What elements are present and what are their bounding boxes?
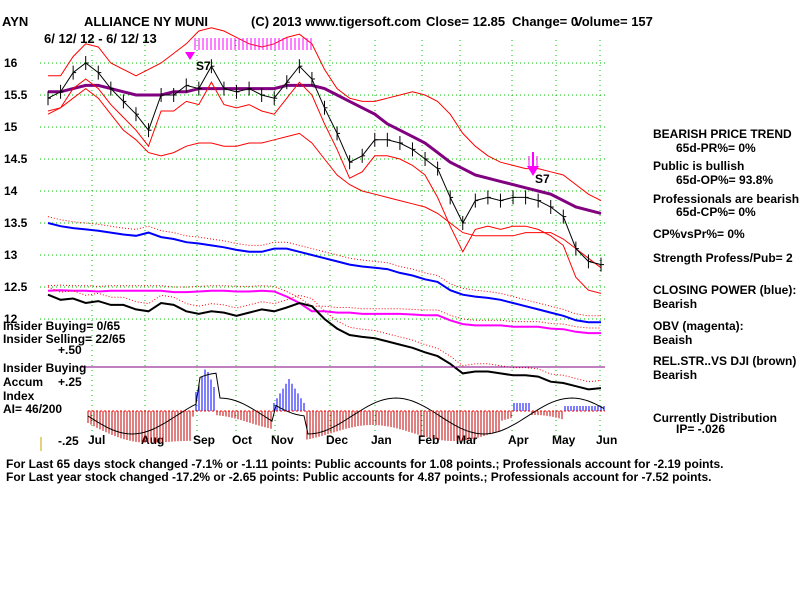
- footer-line-65d: For Last 65 days stock changed -7.1% or …: [6, 457, 724, 471]
- insider-buying-label: Insider Buying: [3, 361, 87, 375]
- public-status: Public is bullish: [653, 159, 745, 173]
- cp-pct: 65d-CP%= 0%: [676, 205, 756, 219]
- x-tick-jan: Jan: [371, 433, 392, 447]
- x-tick-dec: Dec: [326, 433, 348, 447]
- x-tick-apr: Apr: [508, 433, 529, 447]
- insider-buying-count: Insider Buying= 0/65: [3, 319, 121, 333]
- accum-smooth-line: [87, 372, 605, 435]
- y-tick-13: 13: [4, 248, 18, 262]
- x-tick-jun: Jun: [596, 433, 617, 447]
- relstr-label: REL.STR..VS DJI (brown): [653, 354, 797, 368]
- footer-line-year: For Last year stock changed -17.2% or -2…: [6, 470, 712, 484]
- signal-s7-left: S7: [196, 59, 211, 73]
- y-tick-12.5: 12.5: [4, 280, 28, 294]
- sell-arrow-head: [185, 52, 195, 60]
- x-tick-may: May: [552, 433, 576, 447]
- obv-value: Beaish: [653, 333, 693, 347]
- close-value: Close= 12.85: [426, 14, 506, 29]
- x-tick-mar: Mar: [456, 433, 478, 447]
- closing-power-label: CLOSING POWER (blue):: [653, 283, 797, 297]
- moving-average-line: [48, 83, 602, 215]
- cp-vs-pr: CP%vsPr%= 0%: [653, 227, 745, 241]
- index-label: Index: [3, 389, 35, 403]
- closing-power-value: Bearish: [653, 297, 698, 311]
- ip-value: IP= -.026: [676, 422, 726, 436]
- x-tick-aug: Aug: [141, 433, 164, 447]
- closing-power-trend: [47, 216, 601, 317]
- ai-value: AI= 46/200: [3, 402, 63, 416]
- copyright: (C) 2013 www.tigersoft.com: [251, 14, 421, 29]
- obv-line: [47, 289, 601, 335]
- relstr-value: Bearish: [653, 368, 698, 382]
- pros-status: Professionals are bearish: [653, 192, 800, 206]
- upper-band-line: [48, 27, 602, 202]
- x-tick-oct: Oct: [232, 433, 252, 447]
- ticker: AYN: [2, 14, 29, 29]
- y-tick-12: 12: [4, 312, 18, 326]
- volume-value: Volume= 157: [574, 14, 653, 29]
- y-tick-15: 15: [4, 120, 18, 134]
- lower-band-line: [47, 87, 602, 269]
- y-tick-16: 16: [4, 56, 18, 70]
- y-tick-15.5: 15.5: [4, 88, 28, 102]
- trend-title: BEARISH PRICE TREND: [653, 127, 792, 141]
- y-tick-14.5: 14.5: [4, 152, 28, 166]
- date-range: 6/ 12/ 12 - 6/ 12/ 13: [44, 31, 157, 46]
- accum-minus25: -.25: [58, 434, 79, 448]
- distribution-status: Currently Distribution: [653, 411, 778, 425]
- change-value: Change= 0: [512, 14, 579, 29]
- sell-arrow-head-right: [527, 166, 539, 176]
- inner-band-line: [47, 78, 602, 294]
- x-tick-nov: Nov: [271, 433, 294, 447]
- closing-power-line: [47, 222, 601, 324]
- x-tick-jul: Jul: [88, 433, 105, 447]
- y-tick-13.5: 13.5: [4, 216, 28, 230]
- stock-name: ALLIANCE NY MUNI: [84, 14, 208, 29]
- strength-ratio: Strength Profess/Pub= 2: [653, 251, 793, 265]
- signal-s7-right: S7: [535, 172, 550, 186]
- y-tick-14: 14: [4, 184, 18, 198]
- x-tick-sep: Sep: [193, 433, 215, 447]
- accum-plus50: +.50: [58, 343, 82, 357]
- pr-pct: 65d-PR%= 0%: [676, 141, 756, 155]
- insider-selling-count: Insider Selling= 22/65: [3, 332, 126, 346]
- accum-plus25: +.25: [58, 375, 82, 389]
- obv-label: OBV (magenta):: [653, 319, 744, 333]
- accum-label: Accum: [3, 375, 44, 389]
- op-pct: 65d-OP%= 93.8%: [676, 173, 774, 187]
- relative-strength-line: [47, 293, 602, 391]
- price-close-line: [47, 62, 602, 266]
- x-tick-feb: Feb: [418, 433, 439, 447]
